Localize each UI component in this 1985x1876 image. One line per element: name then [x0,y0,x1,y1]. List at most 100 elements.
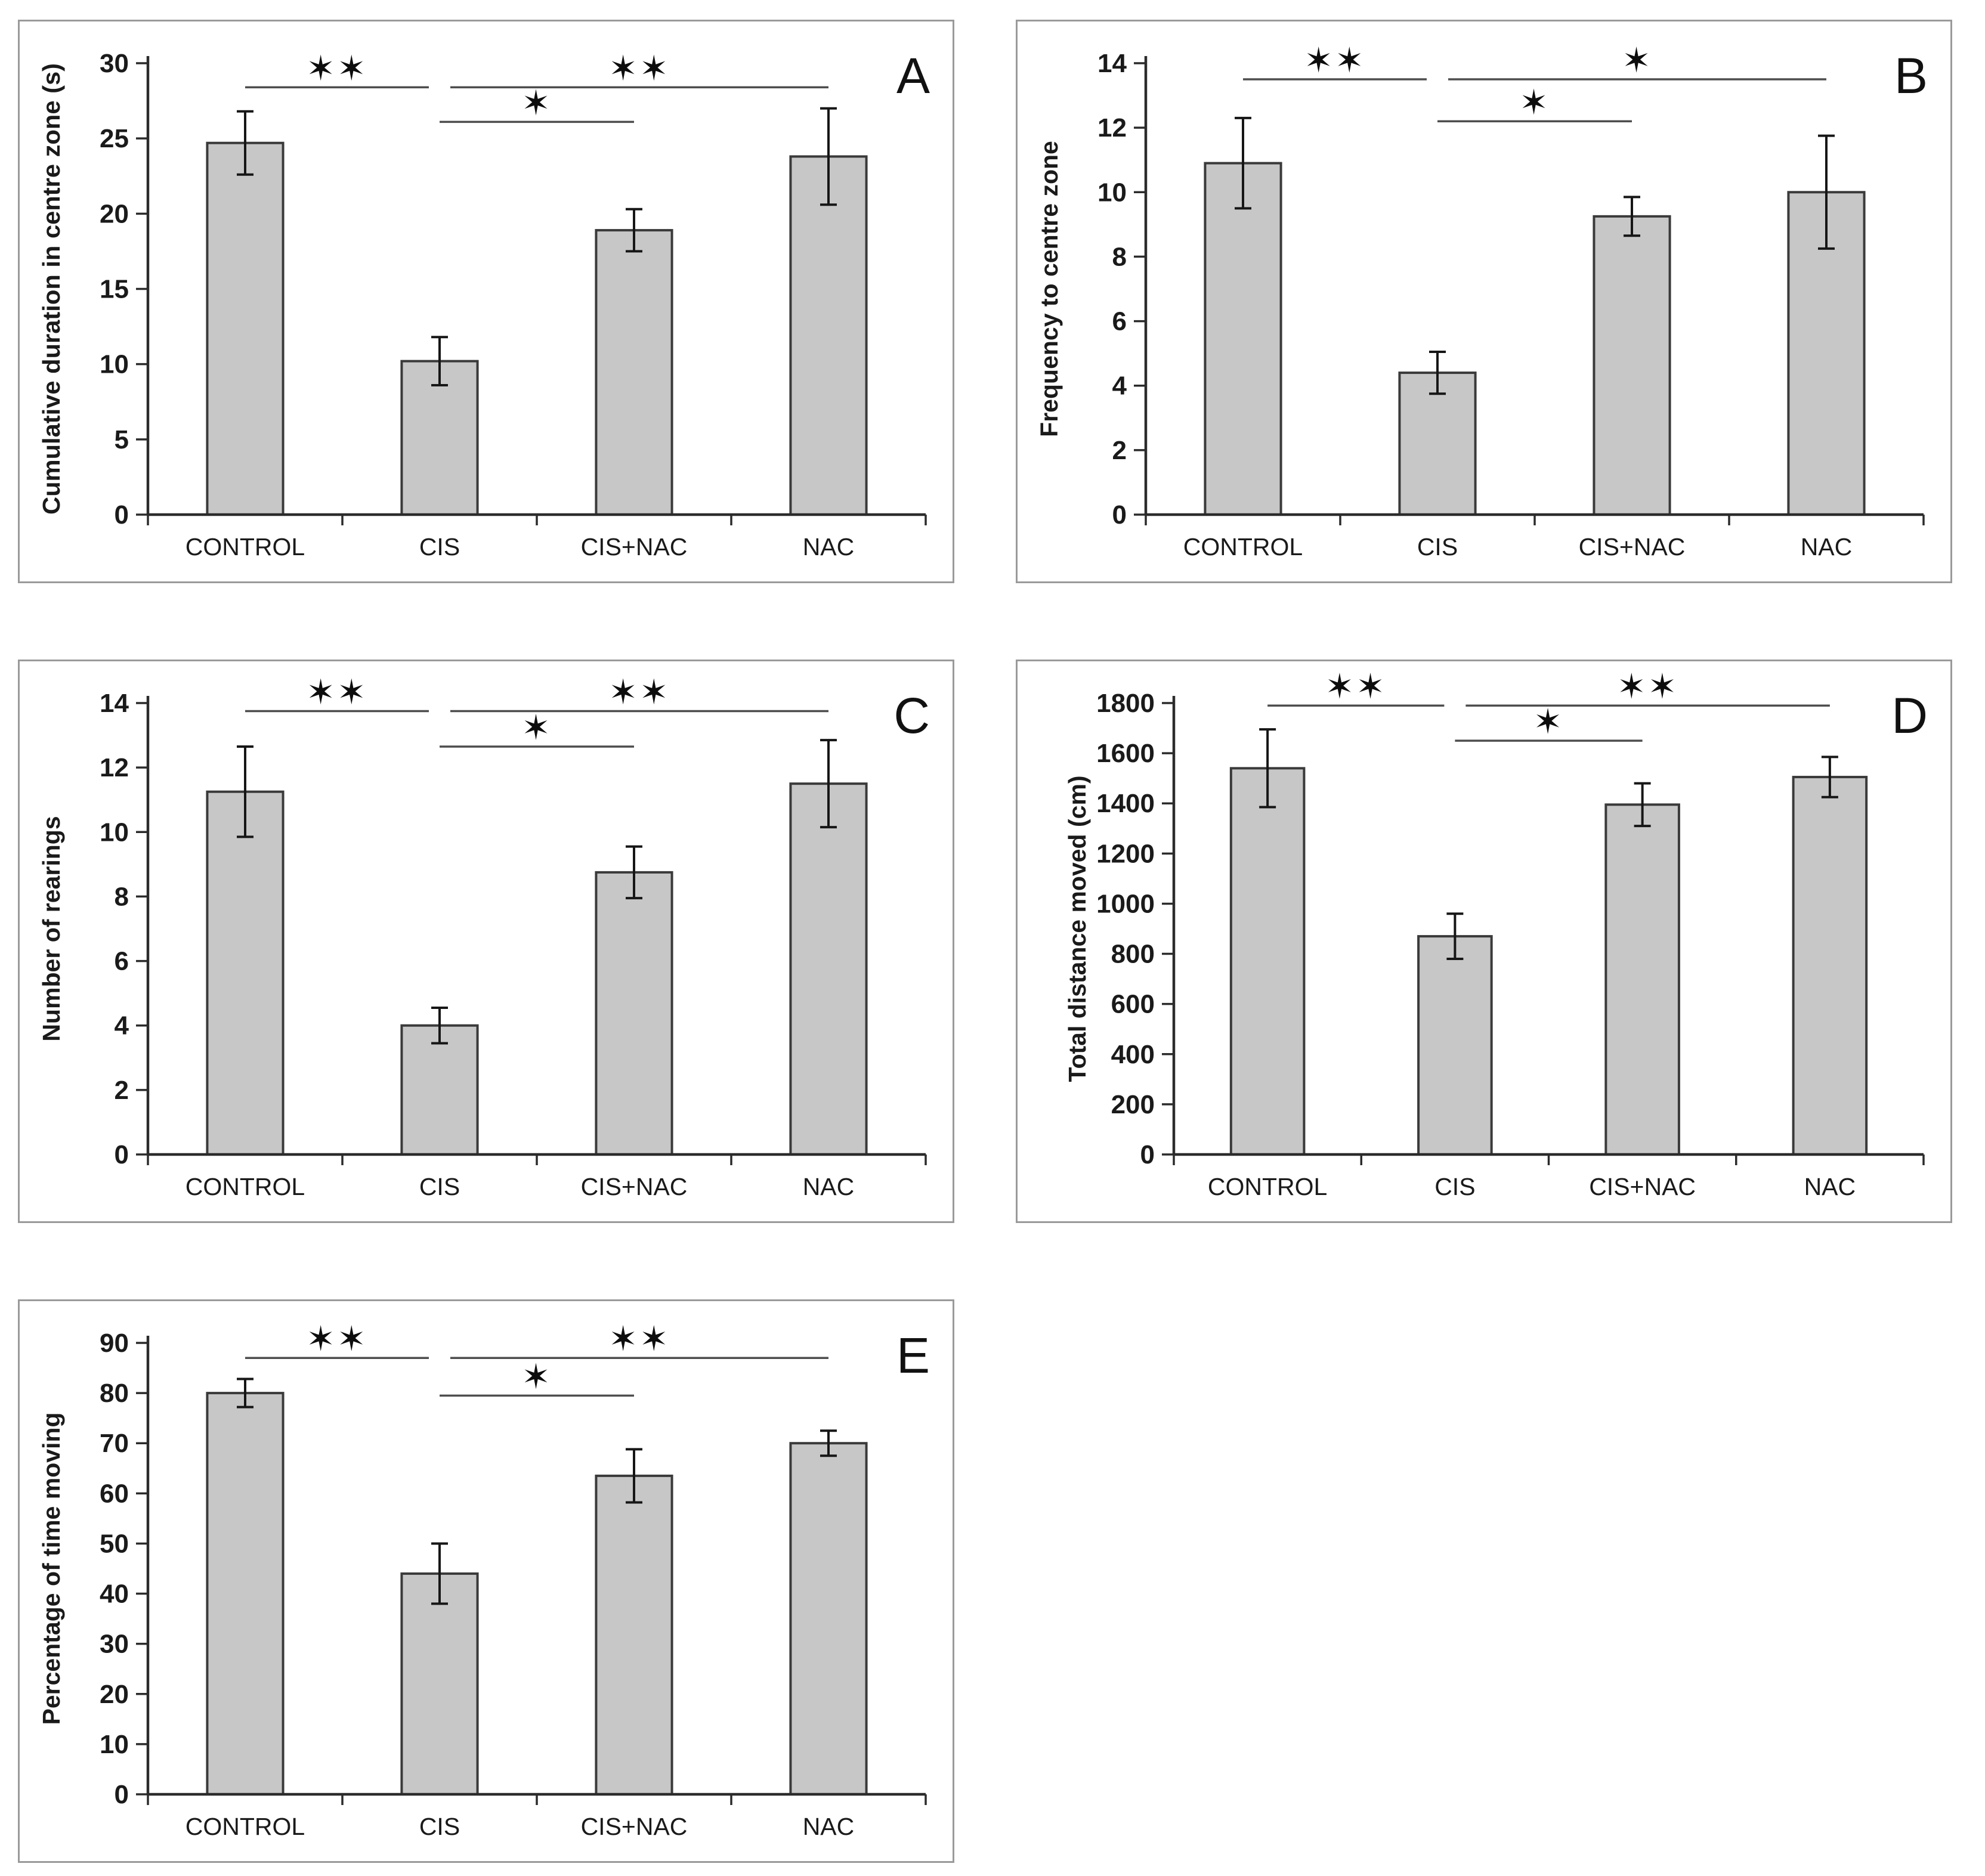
panel-letter: B [1894,48,1928,104]
error-bar [626,1448,642,1504]
significance-stars: ✶✶ [1617,666,1678,707]
y-tick-label: 10 [100,818,129,847]
error-bar [237,1377,253,1408]
y-tick-label: 40 [100,1580,129,1609]
significance-stars: ✶ [521,1356,552,1397]
bar-CIS [400,1572,479,1795]
error-bar [1634,782,1651,828]
bar-CONTROL [1229,767,1306,1156]
y-tick-label: 200 [1111,1090,1155,1119]
panel-e: 0 10 20 30 40 50 60 70 80 90 CONTROL CIS CIS+NAC NAC ✶… [18,1299,954,1863]
panel-letter: A [896,48,930,104]
x-category-label: CIS+NAC [1589,1173,1696,1200]
panel-letter: C [893,688,930,744]
x-category-label: CIS+NAC [581,1813,688,1840]
error-bar [1235,116,1251,210]
y-tick-label: 50 [100,1529,129,1558]
error-bar [1821,756,1838,798]
y-axis-title: Frequency to centre zone [1035,141,1063,437]
error-bar [237,745,253,838]
y-tick-label: 14 [1097,49,1127,78]
y-tick-label: 1400 [1096,789,1155,818]
y-tick-label: 8 [115,882,129,911]
bar-NAC [789,1442,868,1795]
y-tick-label: 30 [100,49,129,78]
y-tick-label: 400 [1111,1040,1155,1069]
significance-stars: ✶✶ [608,1318,670,1359]
x-category-label: CONTROL [1183,533,1303,561]
significance-stars: ✶✶ [306,672,367,713]
panel-letter: E [896,1327,930,1383]
significance-stars: ✶✶ [1325,666,1387,707]
y-tick-label: 600 [1111,990,1155,1019]
error-bar [431,336,448,386]
bar-CIS+NAC [595,1474,673,1795]
bar-CONTROL [206,1392,285,1796]
x-category-label: NAC [1804,1173,1856,1200]
significance-stars: ✶✶ [608,672,670,713]
error-bar [1818,134,1835,250]
y-axis-title: Number of rearings [38,816,65,1041]
bar-chart-svg: 0 200 400 600 800 1000 1200 1400 1600 1800 CONTROL… [1063,666,1928,1200]
error-bar [626,845,642,900]
y-tick-label: 20 [100,199,129,228]
bar-CIS+NAC [595,229,673,516]
y-tick-label: 800 [1111,940,1155,969]
y-tick-label: 1800 [1096,689,1155,718]
y-tick-label: 1000 [1096,889,1155,918]
x-category-label: NAC [803,1813,855,1840]
bar-CIS [400,1024,479,1156]
y-tick-label: 80 [100,1379,129,1408]
y-tick-label: 90 [100,1329,129,1358]
y-tick-label: 30 [100,1630,129,1659]
y-tick-label: 12 [100,753,129,782]
bar-CONTROL [1204,162,1282,516]
x-category-label: NAC [803,1173,855,1200]
y-tick-label: 0 [115,1780,129,1809]
x-category-label: CONTROL [185,533,305,561]
y-tick-label: 1200 [1096,839,1155,868]
x-category-label: CIS [419,533,460,561]
significance-stars: ✶ [1622,40,1653,81]
panel-c: 0 2 4 6 8 10 12 14 CONTROL CIS CIS+NAC NAC ✶✶ ✶ ✶✶ Numb… [18,660,954,1223]
y-tick-label: 25 [100,124,129,153]
y-tick-label: 70 [100,1429,129,1458]
y-tick-label: 6 [115,947,129,976]
y-tick-label: 60 [100,1479,129,1508]
error-bar [237,110,253,176]
x-category-label: CIS+NAC [581,533,688,561]
y-axis-title: Total distance moved (cm) [1063,775,1091,1082]
x-category-label: CIS [419,1813,460,1840]
y-tick-label: 4 [115,1011,129,1041]
significance-stars: ✶ [1533,701,1564,742]
y-tick-label: 10 [1097,178,1127,207]
y-tick-label: 0 [115,1140,129,1169]
bar-CIS+NAC [1604,803,1680,1156]
y-tick-label: 6 [1112,307,1127,336]
error-bar [1259,728,1276,809]
y-tick-label: 4 [1112,372,1127,401]
significance-stars: ✶✶ [306,48,367,88]
error-bar [1624,196,1640,237]
error-bar [820,739,837,829]
bar-CIS+NAC [1593,215,1671,516]
x-category-label: CIS [1434,1173,1475,1200]
panel-letter: D [1891,688,1928,744]
error-bar [820,107,837,206]
y-tick-label: 15 [100,275,129,304]
error-bar [431,1542,448,1605]
bar-NAC [789,782,868,1156]
panel-b: 0 2 4 6 8 10 12 14 CONTROL CIS CIS+NAC NAC ✶✶ ✶ ✶ Frequ… [1016,20,1952,583]
x-category-label: CONTROL [185,1813,305,1840]
x-category-label: CIS+NAC [1579,533,1686,561]
y-tick-label: 5 [115,425,129,454]
bar-NAC [789,155,868,516]
y-axis-title: Percentage of time moving [38,1412,65,1725]
error-bar [626,208,642,253]
x-category-label: CONTROL [185,1173,305,1200]
bar-CONTROL [206,141,285,516]
bar-CIS [400,360,479,516]
